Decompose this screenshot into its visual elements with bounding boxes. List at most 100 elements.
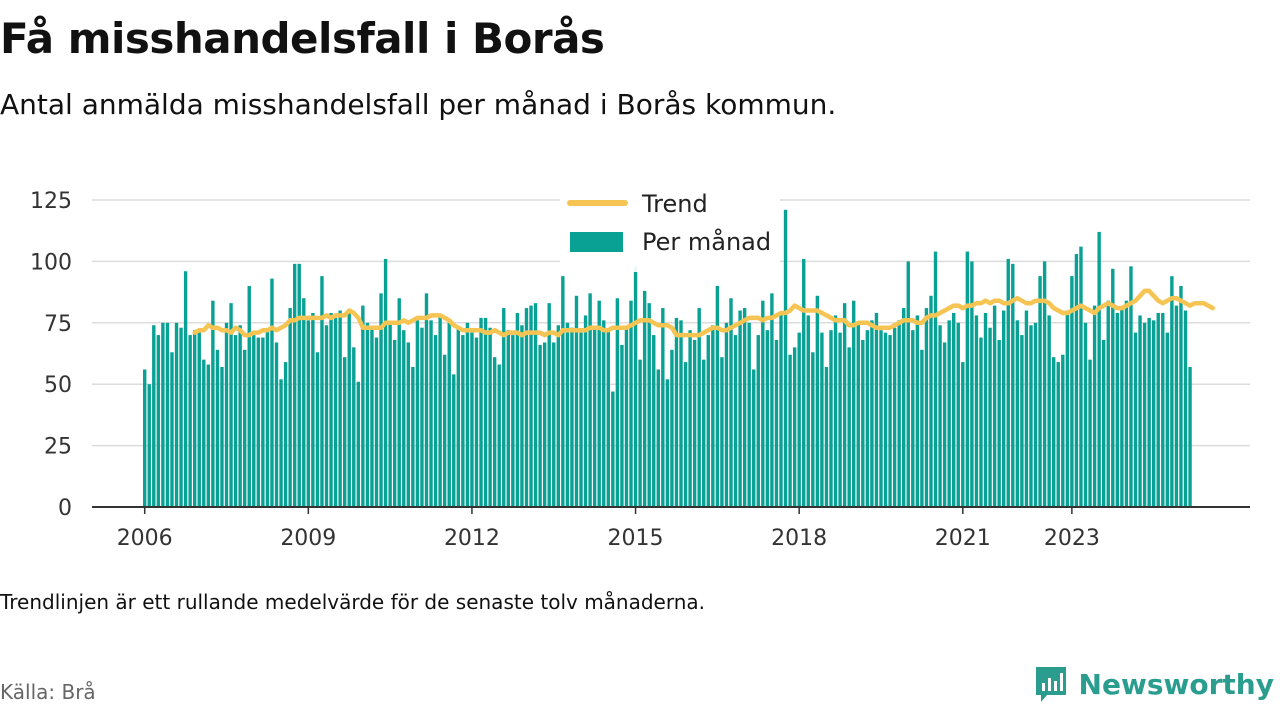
bar <box>865 330 870 507</box>
bar <box>361 305 365 507</box>
bar <box>206 364 211 507</box>
bar <box>692 339 697 507</box>
bar <box>1042 261 1047 507</box>
bar <box>679 320 683 507</box>
bar <box>779 312 783 507</box>
bar-chart-speech-icon <box>1035 667 1066 702</box>
bar <box>1006 258 1010 507</box>
bar <box>474 337 479 507</box>
bar <box>820 332 824 507</box>
bar <box>324 325 329 507</box>
bar <box>183 271 188 507</box>
bar <box>1065 310 1070 507</box>
bar <box>333 317 338 507</box>
bar <box>215 349 220 507</box>
bar <box>570 327 574 507</box>
bar <box>1074 254 1079 507</box>
bar <box>574 295 579 507</box>
bar <box>756 335 760 507</box>
bar <box>483 317 488 507</box>
bar <box>1188 367 1192 507</box>
bar <box>302 298 306 507</box>
bar <box>306 320 311 507</box>
bar <box>852 300 856 507</box>
trend-line <box>192 288 1216 338</box>
bar <box>802 258 806 507</box>
bar <box>152 325 156 507</box>
x-tick-label: 2012 <box>444 526 500 551</box>
bar <box>388 322 392 507</box>
bar <box>561 276 565 507</box>
bar <box>1111 268 1115 507</box>
bar <box>1079 246 1083 507</box>
bar <box>670 349 674 507</box>
bar <box>979 337 983 507</box>
bar <box>1142 322 1147 507</box>
bar <box>1151 320 1156 507</box>
bar <box>1097 231 1101 507</box>
bar <box>1183 310 1188 507</box>
bar <box>1115 312 1120 507</box>
bar <box>911 330 915 507</box>
bar <box>1083 322 1088 507</box>
bar <box>1161 312 1165 507</box>
bar <box>870 320 874 507</box>
bar <box>461 335 465 507</box>
bar <box>556 325 560 507</box>
bar <box>156 335 161 507</box>
bar <box>1024 310 1029 507</box>
bar <box>1020 335 1024 507</box>
bar <box>492 357 497 507</box>
bar <box>456 327 461 507</box>
bar <box>838 332 842 507</box>
bar <box>724 322 729 507</box>
bar <box>229 303 233 507</box>
bar <box>502 308 506 507</box>
bar <box>256 337 261 507</box>
bar <box>470 332 474 507</box>
bar <box>652 335 656 507</box>
x-tick-label: 2023 <box>1044 526 1100 551</box>
bar <box>524 308 529 507</box>
bar <box>274 342 279 507</box>
bar <box>829 330 833 507</box>
bar <box>1156 312 1160 507</box>
bar <box>833 315 838 507</box>
bar <box>1138 315 1142 507</box>
legend: Trend Per månad <box>560 190 780 272</box>
bar <box>1101 339 1106 507</box>
bar <box>1129 266 1133 507</box>
bar <box>747 322 751 507</box>
bar <box>933 251 938 507</box>
bar <box>697 308 701 507</box>
bar <box>311 312 315 507</box>
bar <box>233 335 238 507</box>
y-tick-label: 0 <box>58 496 72 521</box>
y-tick-label: 125 <box>30 189 72 214</box>
bar <box>674 317 679 507</box>
bar <box>165 322 170 507</box>
bar <box>147 384 151 507</box>
bar <box>861 339 865 507</box>
bar <box>815 295 820 507</box>
bar <box>365 322 370 507</box>
bar <box>892 327 897 507</box>
bar <box>915 315 920 507</box>
y-tick-label: 50 <box>44 373 72 398</box>
bar <box>497 364 501 507</box>
bar <box>552 342 556 507</box>
bar <box>242 349 247 507</box>
bar <box>438 315 442 507</box>
legend-trend-label: Trend <box>641 190 708 218</box>
bar <box>406 342 411 507</box>
bar <box>1165 332 1170 507</box>
bar <box>720 357 724 507</box>
bar <box>402 330 406 507</box>
bar <box>292 263 297 507</box>
bar <box>638 359 642 507</box>
bar <box>888 335 892 507</box>
bar <box>615 298 620 507</box>
bar <box>642 290 647 507</box>
bar <box>370 327 374 507</box>
bar <box>424 293 429 507</box>
